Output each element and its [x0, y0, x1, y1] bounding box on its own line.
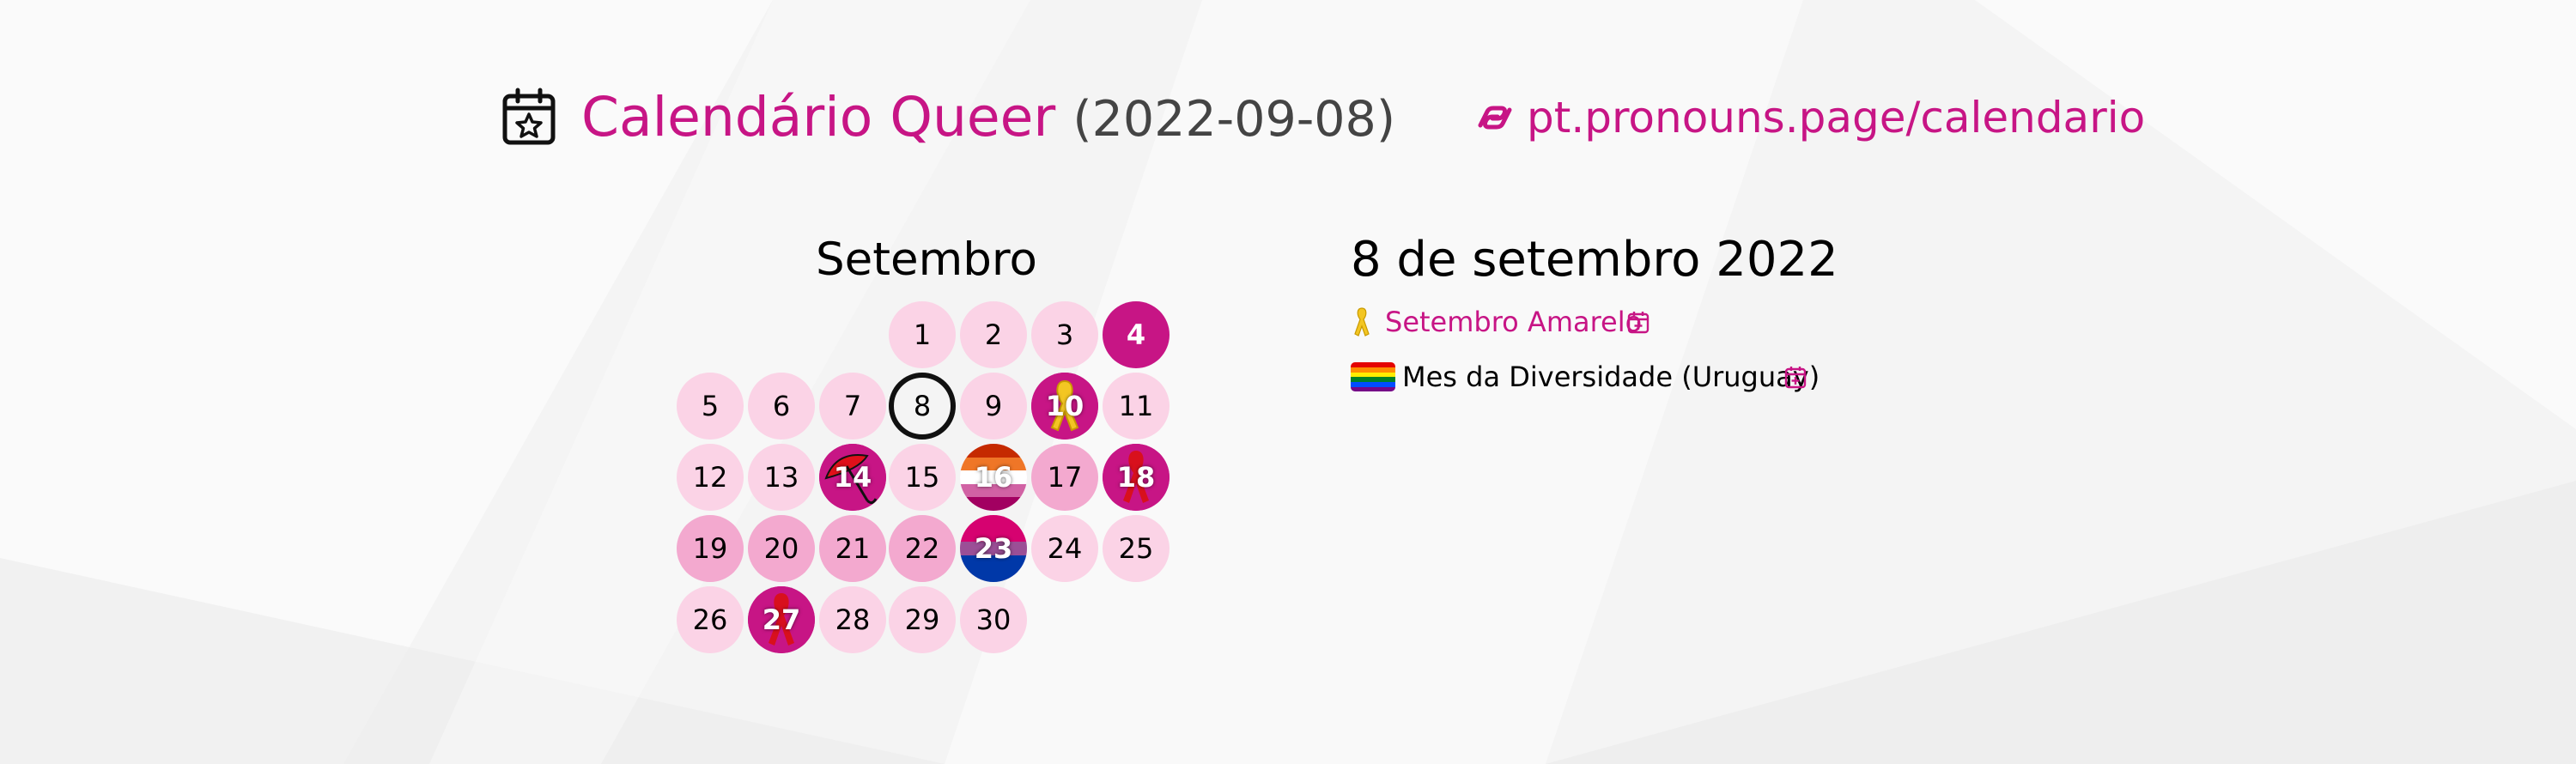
day-number: 13	[763, 461, 799, 494]
calendar-star-icon	[502, 88, 556, 145]
day-23[interactable]: 23	[960, 515, 1027, 582]
day-number: 4	[1126, 318, 1146, 351]
day-number: 6	[772, 390, 791, 422]
day-number: 22	[904, 532, 940, 565]
day-30[interactable]: 30	[960, 586, 1027, 653]
day-19[interactable]: 19	[677, 515, 744, 582]
day-number: 30	[975, 603, 1012, 636]
day-number: 28	[835, 603, 871, 636]
day-number: 17	[1047, 461, 1083, 494]
add-to-calendar-icon[interactable]	[1784, 365, 1807, 389]
day-20[interactable]: 20	[748, 515, 815, 582]
title-date: (2022-09-08)	[1072, 91, 1396, 148]
day-14[interactable]: 14	[819, 444, 886, 511]
day-number: 23	[974, 532, 1013, 565]
day-number: 25	[1118, 532, 1154, 565]
title-text: Calendário Queer	[581, 86, 1056, 149]
pronouns-page-logo-icon[interactable]	[1475, 100, 1515, 136]
month-calendar-grid: 1 2 3 4 5 6 7 8 9 10 11 12 13 14 15	[677, 301, 1175, 658]
day-17[interactable]: 17	[1031, 444, 1098, 511]
day-number: 10	[1045, 390, 1084, 422]
day-number: 14	[833, 461, 872, 494]
add-to-calendar-icon[interactable]	[1627, 310, 1649, 334]
day-27[interactable]: 27	[748, 586, 815, 653]
event-label[interactable]: Mes da Diversidade (Uruguay)	[1402, 361, 1820, 393]
day-3[interactable]: 3	[1031, 301, 1098, 368]
day-number: 26	[692, 603, 728, 636]
day-12[interactable]: 12	[677, 444, 744, 511]
day-4[interactable]: 4	[1103, 301, 1170, 368]
day-18[interactable]: 18	[1103, 444, 1170, 511]
day-5[interactable]: 5	[677, 373, 744, 440]
day-number: 8	[913, 390, 932, 422]
day-28[interactable]: 28	[819, 586, 886, 653]
event-label[interactable]: Setembro Amarelo	[1385, 306, 1643, 338]
rainbow-flag-icon	[1351, 362, 1395, 391]
day-number: 11	[1118, 390, 1154, 422]
day-number: 16	[974, 461, 1013, 494]
day-number: 19	[692, 532, 728, 565]
day-number: 9	[984, 390, 1003, 422]
day-number: 3	[1055, 318, 1074, 351]
day-24[interactable]: 24	[1031, 515, 1098, 582]
day-1[interactable]: 1	[889, 301, 956, 368]
yellow-ribbon-icon	[1354, 307, 1370, 337]
day-21[interactable]: 21	[819, 515, 886, 582]
day-number: 27	[762, 603, 801, 636]
selected-date-heading: 8 de setembro 2022	[1351, 232, 1838, 288]
day-11[interactable]: 11	[1103, 373, 1170, 440]
day-number: 15	[904, 461, 940, 494]
day-10[interactable]: 10	[1031, 373, 1098, 440]
day-number: 18	[1116, 461, 1156, 494]
day-29[interactable]: 29	[889, 586, 956, 653]
day-8-today[interactable]: 8	[889, 373, 956, 440]
day-number: 24	[1047, 532, 1083, 565]
day-13[interactable]: 13	[748, 444, 815, 511]
day-number: 7	[843, 390, 862, 422]
calendar-link[interactable]: pt.pronouns.page/calendario	[1527, 93, 2146, 142]
month-title: Setembro	[816, 233, 1037, 286]
day-number: 20	[763, 532, 799, 565]
day-number: 2	[984, 318, 1003, 351]
day-number: 5	[701, 390, 720, 422]
day-16[interactable]: 16	[960, 444, 1027, 511]
day-15[interactable]: 15	[889, 444, 956, 511]
day-number: 12	[692, 461, 728, 494]
day-26[interactable]: 26	[677, 586, 744, 653]
header: Calendário Queer (2022-09-08) pt.pronoun…	[502, 79, 2145, 156]
page-title: Calendário Queer (2022-09-08)	[581, 79, 1395, 156]
day-number: 21	[835, 532, 871, 565]
day-9[interactable]: 9	[960, 373, 1027, 440]
day-6[interactable]: 6	[748, 373, 815, 440]
day-22[interactable]: 22	[889, 515, 956, 582]
day-number: 1	[913, 318, 932, 351]
day-25[interactable]: 25	[1103, 515, 1170, 582]
day-2[interactable]: 2	[960, 301, 1027, 368]
day-7[interactable]: 7	[819, 373, 886, 440]
day-number: 29	[904, 603, 940, 636]
